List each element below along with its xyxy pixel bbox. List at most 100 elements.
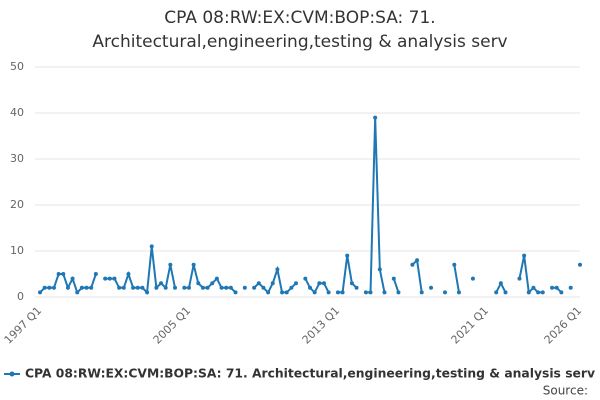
- data-point: [224, 285, 229, 290]
- data-point: [284, 290, 289, 295]
- data-point: [154, 285, 159, 290]
- data-point: [452, 262, 457, 267]
- source: Source:: [543, 384, 588, 398]
- data-point: [51, 285, 56, 290]
- data-point: [354, 285, 359, 290]
- y-tick-label: 10: [10, 244, 24, 257]
- y-tick-label: 30: [10, 152, 24, 165]
- data-point: [79, 285, 84, 290]
- data-point: [47, 285, 52, 290]
- data-point: [219, 285, 224, 290]
- data-point: [89, 285, 94, 290]
- y-tick-label: 40: [10, 106, 24, 119]
- data-point: [517, 276, 522, 281]
- y-tick-label: 0: [17, 290, 24, 303]
- data-point: [275, 267, 280, 272]
- data-point: [419, 290, 424, 295]
- x-tick-label: 2013 Q1: [300, 304, 343, 347]
- y-tick-label: 20: [10, 198, 24, 211]
- data-point: [261, 285, 266, 290]
- data-point: [349, 281, 354, 286]
- data-point: [536, 290, 541, 295]
- data-point: [256, 281, 261, 286]
- data-point: [163, 285, 168, 290]
- data-point: [456, 290, 461, 295]
- data-point: [494, 290, 499, 295]
- data-point: [112, 276, 117, 281]
- data-point: [121, 285, 126, 290]
- data-point: [214, 276, 219, 281]
- data-point: [103, 276, 108, 281]
- data-point: [522, 253, 527, 258]
- data-point: [56, 272, 61, 276]
- data-point: [377, 267, 382, 272]
- data-point: [107, 276, 112, 281]
- x-tick-label: 2021 Q1: [449, 304, 492, 347]
- data-point: [84, 285, 89, 290]
- data-point: [61, 272, 66, 276]
- data-point: [317, 281, 322, 286]
- x-tick-label: 2005 Q1: [151, 304, 194, 347]
- data-point: [191, 262, 196, 267]
- data-point: [75, 290, 80, 295]
- data-point: [205, 285, 210, 290]
- data-point: [578, 262, 582, 267]
- data-point: [186, 285, 191, 290]
- data-point: [540, 290, 545, 295]
- data-point: [363, 290, 368, 295]
- data-point: [242, 285, 247, 290]
- data-point: [252, 285, 257, 290]
- data-point: [550, 285, 555, 290]
- data-point: [443, 290, 447, 295]
- data-point: [173, 285, 177, 290]
- data-point: [335, 290, 340, 295]
- data-point: [368, 290, 373, 295]
- data-point: [210, 281, 215, 286]
- data-point: [196, 281, 201, 286]
- data-point: [321, 281, 326, 286]
- data-point: [559, 290, 564, 295]
- data-point: [233, 290, 238, 295]
- data-point: [200, 285, 205, 290]
- data-point: [568, 285, 573, 290]
- data-point: [182, 285, 187, 290]
- data-point: [270, 281, 275, 286]
- data-point: [410, 262, 415, 267]
- data-point: [280, 290, 285, 295]
- data-point: [531, 285, 536, 290]
- data-point: [117, 285, 122, 290]
- x-tick-label: 1997 Q1: [2, 304, 45, 347]
- data-point: [391, 276, 396, 281]
- data-point: [526, 290, 531, 295]
- data-point: [149, 244, 154, 249]
- data-point: [498, 281, 503, 286]
- data-point: [396, 290, 401, 295]
- data-point: [70, 276, 75, 281]
- data-point: [415, 258, 420, 263]
- data-point: [429, 285, 434, 290]
- data-point: [168, 262, 173, 267]
- x-tick-label: 2026 Q1: [542, 304, 585, 347]
- data-point: [373, 115, 378, 120]
- data-point: [65, 285, 70, 290]
- data-point: [266, 290, 271, 295]
- data-point: [312, 290, 317, 295]
- legend-label: CPA 08:RW:EX:CVM:BOP:SA: 71. Architectur…: [25, 367, 595, 381]
- data-point: [140, 285, 145, 290]
- data-point: [294, 281, 299, 286]
- chart-title: CPA 08:RW:EX:CVM:BOP:SA: 71.: [164, 8, 435, 28]
- y-tick-label: 50: [10, 60, 24, 73]
- data-point: [382, 290, 387, 295]
- data-point: [135, 285, 140, 290]
- data-point: [303, 276, 308, 281]
- legend-marker: [9, 371, 15, 377]
- data-point: [308, 285, 312, 290]
- data-point: [470, 276, 475, 281]
- data-point: [340, 290, 345, 295]
- data-point: [228, 285, 233, 290]
- data-point: [503, 290, 508, 295]
- data-point: [131, 285, 136, 290]
- data-point: [126, 272, 131, 276]
- data-point: [554, 285, 559, 290]
